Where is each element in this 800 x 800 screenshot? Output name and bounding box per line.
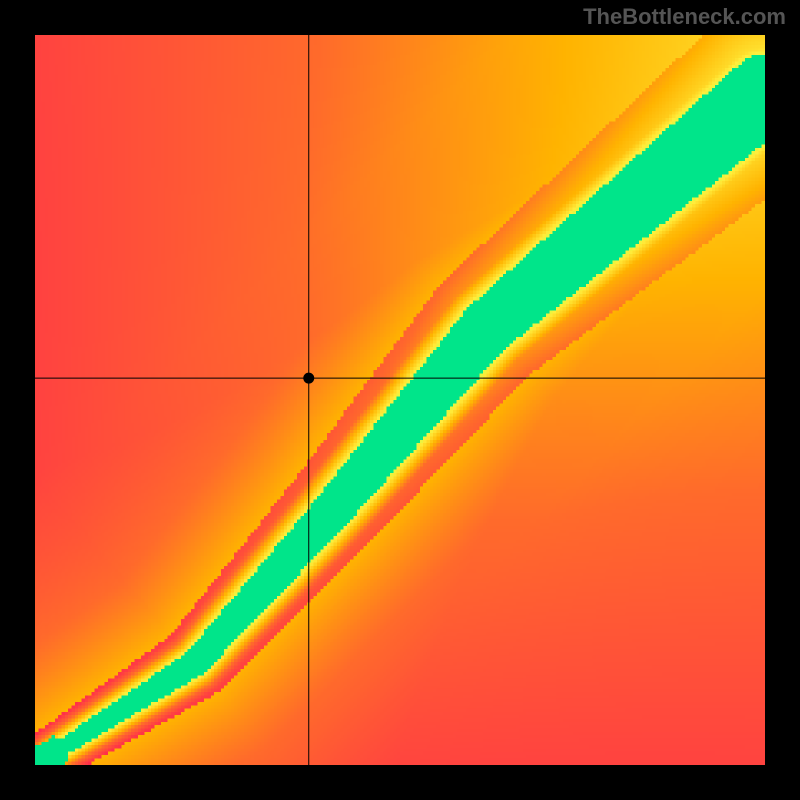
- bottleneck-heatmap: [35, 35, 765, 765]
- chart-container: TheBottleneck.com: [0, 0, 800, 800]
- attribution-text: TheBottleneck.com: [583, 4, 786, 30]
